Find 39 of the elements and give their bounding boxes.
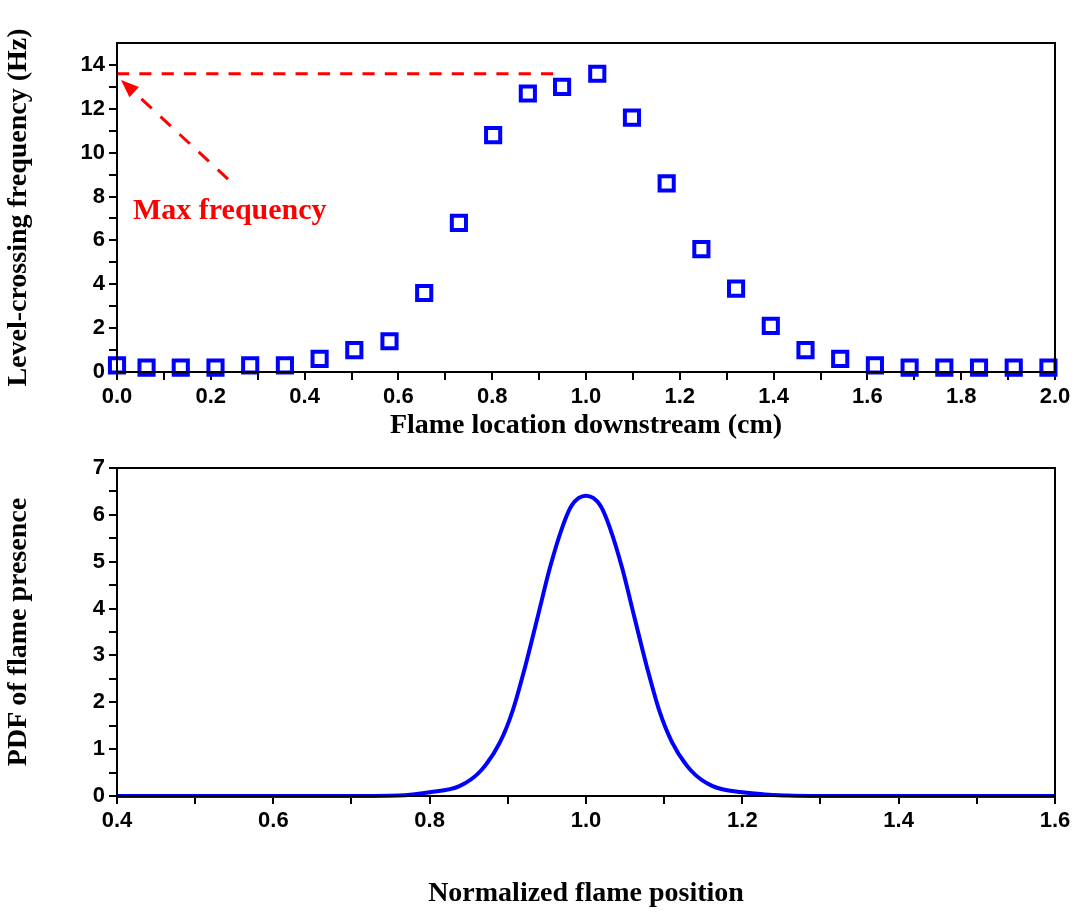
x-tick-label: 0.0 (101, 383, 133, 409)
y-axis-title: PDF of flame presence (1, 497, 33, 767)
x-tick-label: 0.4 (101, 807, 134, 833)
y-tick-label: 14 (80, 51, 106, 76)
y-tick-label: 0 (92, 782, 105, 808)
y-tick-label: 5 (92, 547, 105, 573)
x-tick-label: 1.2 (727, 807, 758, 833)
x-tick-label: 0.2 (195, 383, 227, 409)
x-tick-label: 1.6 (852, 383, 883, 409)
y-tick-label: 4 (92, 270, 106, 296)
x-tick-label: 1.2 (664, 383, 696, 409)
y-tick-label: 12 (80, 94, 105, 120)
x-tick-label: 0.6 (258, 807, 289, 833)
x-tick-label: 1.0 (570, 807, 602, 833)
x-tick-label: 2.0 (1039, 383, 1071, 409)
x-tick-label: 1.4 (883, 807, 915, 833)
x-axis-title: Normalized flame position (428, 876, 745, 908)
y-tick-label: 0 (92, 358, 105, 384)
x-axis-title: Flame location downstream (cm) (389, 408, 783, 440)
x-tick-label: 0.6 (383, 383, 414, 409)
y-tick-label: 2 (92, 688, 105, 714)
y-tick-label: 4 (92, 594, 106, 620)
y-tick-label: 6 (92, 500, 105, 526)
x-tick-label: 1.8 (945, 383, 977, 409)
y-tick-label: 7 (92, 454, 105, 480)
x-tick-label: 0.8 (476, 383, 508, 409)
y-tick-label: 10 (80, 138, 105, 164)
x-tick-label: 0.8 (414, 807, 445, 833)
x-tick-label: 1.6 (1039, 807, 1071, 833)
annotation: Max frequency (133, 191, 327, 225)
y-axis-title: Level-crossing frequency (Hz) (1, 28, 33, 387)
y-tick-label: 2 (92, 314, 105, 340)
y-tick-label: 6 (92, 226, 105, 252)
y-tick-label: 1 (92, 735, 105, 761)
y-tick-label: 8 (92, 182, 105, 208)
x-tick-label: 0.4 (289, 383, 321, 409)
x-tick-label: 1.4 (758, 383, 790, 409)
y-tick-label: 3 (92, 641, 105, 667)
x-tick-label: 1.0 (570, 383, 602, 409)
